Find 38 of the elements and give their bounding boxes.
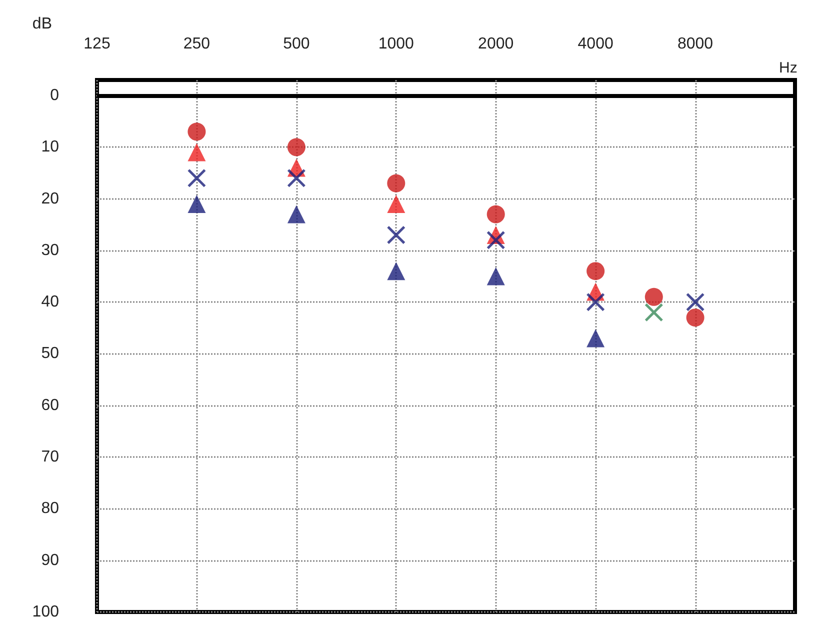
point <box>287 205 306 224</box>
y-tick-label: 20 <box>41 190 60 208</box>
point <box>188 122 206 141</box>
point <box>387 174 406 192</box>
point <box>486 205 505 224</box>
y-tick-label: 40 <box>41 294 60 311</box>
y-axis-title: dB <box>32 16 52 32</box>
point <box>586 293 605 312</box>
y-tick-label: 10 <box>41 138 60 156</box>
point <box>387 262 406 280</box>
y-tick-label: 50 <box>41 345 60 362</box>
point <box>486 231 505 250</box>
x-tick-label: 2000 <box>478 36 514 52</box>
y-tick-label: 60 <box>41 396 60 414</box>
point <box>486 267 505 286</box>
y-tick-label: 90 <box>41 552 60 569</box>
y-tick-label: 30 <box>41 242 60 259</box>
point <box>287 138 306 156</box>
y-tick-label: 0 <box>50 86 60 104</box>
x-tick-label: 125 <box>84 36 110 52</box>
x-tick-label: 8000 <box>677 36 714 52</box>
point <box>387 194 406 213</box>
y-tick-label: 80 <box>41 500 60 518</box>
point <box>188 169 206 188</box>
x-tick-label: 4000 <box>578 36 614 52</box>
point <box>586 262 605 280</box>
x-tick-label: 250 <box>183 36 210 52</box>
x-axis-title: Hz <box>779 59 798 76</box>
point <box>686 293 704 312</box>
x-tick-label: 1000 <box>378 36 414 52</box>
point <box>188 194 206 213</box>
point <box>287 169 306 188</box>
y-tick-label: 70 <box>41 448 60 466</box>
point <box>188 143 206 162</box>
x-tick-label: 500 <box>283 36 310 52</box>
point <box>387 226 406 244</box>
y-tick-label: 100 <box>32 604 60 620</box>
point <box>586 329 605 348</box>
